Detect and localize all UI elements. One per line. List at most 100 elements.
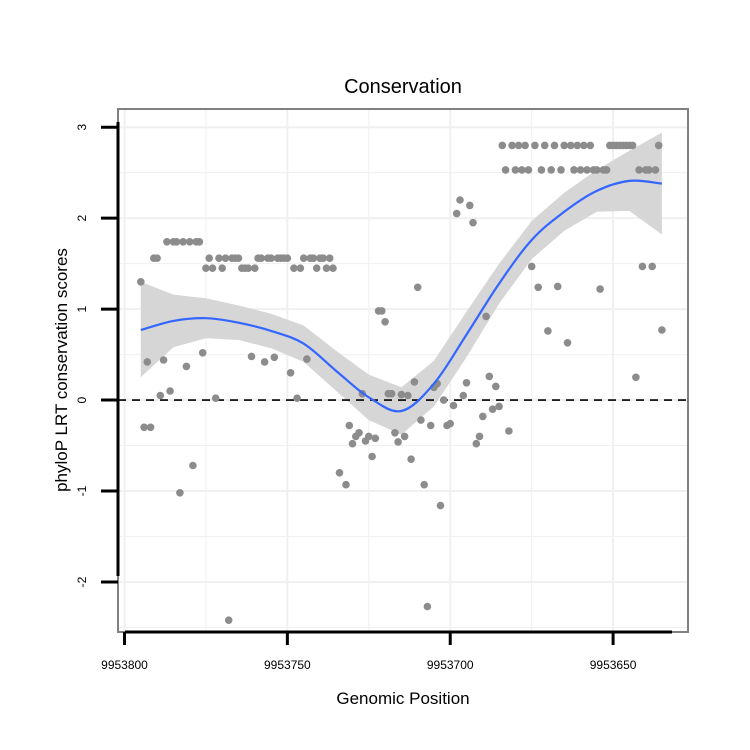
data-point bbox=[166, 387, 174, 395]
data-point bbox=[293, 394, 301, 403]
data-point bbox=[153, 254, 161, 262]
smooth-line bbox=[140, 179, 663, 413]
data-point bbox=[492, 382, 500, 391]
data-point bbox=[635, 166, 643, 174]
x-tick-label: 9953800 bbox=[101, 658, 148, 672]
data-point bbox=[557, 166, 565, 174]
data-point bbox=[189, 461, 197, 470]
data-point bbox=[394, 438, 402, 446]
confidence-ribbon bbox=[140, 132, 662, 435]
data-point bbox=[257, 254, 266, 262]
data-point bbox=[407, 455, 415, 464]
data-point bbox=[566, 141, 575, 150]
data-point bbox=[651, 166, 660, 174]
data-point bbox=[501, 166, 510, 174]
data-point bbox=[576, 166, 585, 174]
data-point bbox=[355, 429, 363, 437]
data-point bbox=[345, 421, 354, 430]
data-point bbox=[290, 264, 298, 273]
data-point bbox=[449, 401, 458, 410]
data-point bbox=[146, 423, 155, 432]
data-point bbox=[580, 141, 588, 150]
data-point bbox=[479, 412, 487, 421]
data-point bbox=[198, 349, 207, 357]
data-point bbox=[654, 141, 663, 150]
data-point bbox=[335, 469, 344, 477]
data-point bbox=[482, 312, 490, 321]
data-point bbox=[176, 489, 184, 497]
data-point bbox=[596, 285, 604, 293]
data-point bbox=[159, 356, 168, 364]
data-point bbox=[185, 238, 194, 246]
y-tick-label: 2 bbox=[75, 214, 89, 221]
data-point bbox=[560, 141, 568, 150]
data-point bbox=[495, 402, 503, 411]
data-point bbox=[325, 254, 334, 262]
data-points bbox=[137, 141, 666, 624]
data-point bbox=[632, 373, 640, 382]
data-point bbox=[205, 254, 213, 262]
data-point bbox=[540, 141, 549, 150]
data-point bbox=[586, 141, 595, 150]
data-point bbox=[202, 264, 210, 273]
data-point bbox=[524, 166, 533, 174]
x-axis-title: Genomic Position bbox=[336, 689, 469, 708]
data-point bbox=[488, 405, 497, 414]
data-point bbox=[286, 369, 295, 377]
data-point bbox=[417, 416, 425, 424]
data-point bbox=[423, 602, 432, 611]
data-point bbox=[322, 264, 331, 273]
x-tick-label: 9953750 bbox=[264, 658, 311, 672]
data-point bbox=[218, 264, 226, 273]
data-point bbox=[645, 166, 653, 174]
data-point bbox=[221, 254, 230, 262]
data-point bbox=[182, 362, 191, 371]
data-point bbox=[570, 166, 578, 174]
data-point bbox=[140, 423, 148, 432]
data-point bbox=[365, 432, 373, 441]
chart-title: Conservation bbox=[344, 76, 462, 98]
data-point bbox=[459, 391, 468, 400]
data-point bbox=[247, 352, 256, 361]
data-point bbox=[498, 141, 507, 150]
data-point bbox=[475, 432, 484, 441]
smooth-curve bbox=[140, 179, 663, 413]
x-axis: 9953800 9953750 9953700 9953650 bbox=[101, 630, 672, 672]
x-tick-label: 9953700 bbox=[427, 658, 474, 672]
data-point bbox=[348, 439, 357, 448]
y-tick-label: -1 bbox=[75, 485, 89, 496]
data-point bbox=[439, 396, 448, 404]
data-point bbox=[137, 278, 145, 286]
data-point bbox=[550, 141, 559, 150]
data-point bbox=[244, 264, 253, 273]
data-point bbox=[648, 262, 656, 271]
data-point bbox=[208, 264, 217, 273]
data-point bbox=[299, 254, 308, 262]
data-point bbox=[514, 141, 523, 150]
data-point bbox=[511, 166, 520, 174]
data-point bbox=[593, 166, 601, 174]
data-point bbox=[404, 391, 412, 400]
data-point bbox=[602, 166, 611, 174]
data-point bbox=[638, 262, 647, 271]
data-point bbox=[234, 254, 243, 262]
data-point bbox=[391, 429, 399, 437]
data-point bbox=[143, 358, 152, 366]
data-point bbox=[527, 262, 536, 271]
x-tick-label: 9953650 bbox=[590, 658, 637, 672]
data-point bbox=[518, 166, 526, 174]
data-point bbox=[329, 264, 337, 273]
data-point bbox=[547, 166, 555, 174]
data-point bbox=[544, 327, 552, 335]
data-point bbox=[537, 166, 546, 174]
data-point bbox=[508, 141, 516, 150]
data-point bbox=[413, 283, 422, 292]
data-point bbox=[172, 238, 181, 246]
y-axis: 3 2 1 0 -1 -2 bbox=[75, 122, 120, 587]
data-point bbox=[505, 427, 513, 435]
data-point bbox=[381, 318, 389, 326]
data-point bbox=[368, 452, 376, 461]
data-point bbox=[410, 378, 419, 386]
data-point bbox=[397, 390, 406, 399]
data-point bbox=[521, 141, 529, 150]
